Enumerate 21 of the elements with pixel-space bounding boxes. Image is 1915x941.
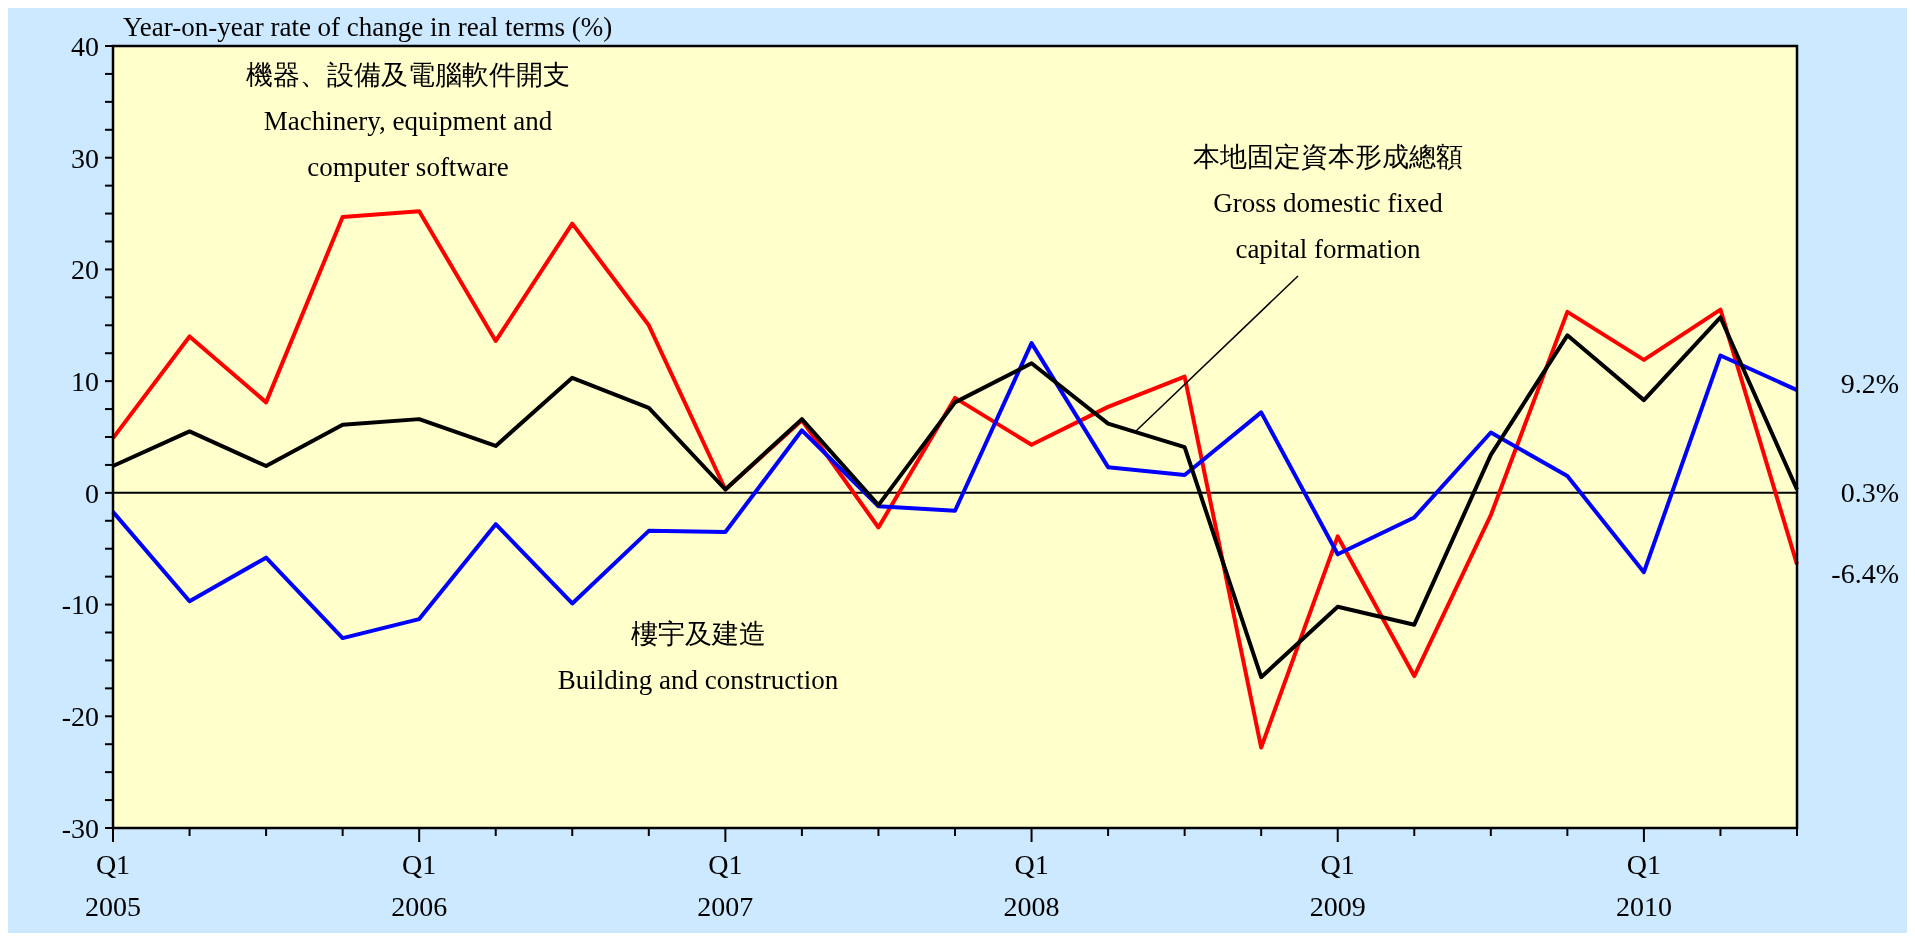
y-tick-label: 40	[71, 30, 99, 62]
y-tick-label: 10	[71, 365, 99, 397]
x-tick-label: Q1 2006	[391, 849, 448, 922]
x-tick-label: Q1 2007	[697, 849, 754, 922]
x-tick-label: Q1 2010	[1615, 849, 1672, 922]
y-tick-label: 20	[71, 254, 99, 286]
x-tick-label: Q1 2005	[85, 849, 141, 922]
text: 本地固定資本形成總額 Gross domestic fixed capital formation	[1193, 142, 1463, 264]
series-label: 機器、設備及電腦軟件開支 Machinery, equipment and computer software	[246, 60, 570, 182]
y-axis-title: Year-on-year rate of change in real terms (%)	[123, 12, 613, 42]
y-tick-label: 30	[71, 142, 99, 174]
y-tick-label: -30	[61, 812, 99, 844]
series-label: 樓宇及建造 Building and construction	[557, 619, 839, 695]
text: 9.2%	[1840, 367, 1899, 399]
text: -6.4%	[1831, 557, 1899, 589]
y-tick-label: -10	[61, 589, 99, 621]
text: 0.3%	[1840, 476, 1899, 508]
y-tick-label: -20	[61, 701, 99, 733]
x-tick-label: Q1 2009	[1309, 849, 1366, 922]
y-tick-label: 0	[85, 477, 99, 509]
x-tick-label: Q1 2008	[1003, 849, 1060, 922]
